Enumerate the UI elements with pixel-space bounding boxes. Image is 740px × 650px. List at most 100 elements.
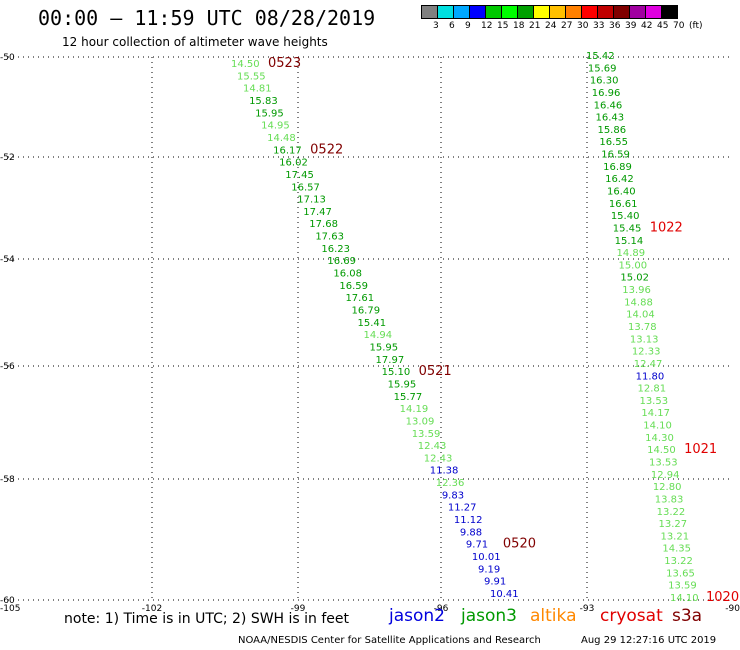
legend-label: 3 xyxy=(433,21,439,31)
wave-height-value: 13.59 xyxy=(668,581,697,592)
wave-height-value: 15.55 xyxy=(237,71,266,82)
wave-height-value: 16.59 xyxy=(601,150,630,161)
wave-height-value: 14.50 xyxy=(647,445,676,456)
map-subtitle: 12 hour collection of altimeter wave hei… xyxy=(62,35,328,49)
wave-height-value: 12.43 xyxy=(418,441,447,452)
wave-height-value: 15.02 xyxy=(620,273,649,284)
color-legend: 3 6 9 12 15 18 21 24 27 30 33 36 39 42 45 70 (ft) xyxy=(421,5,703,31)
wave-height-value: 9.71 xyxy=(466,540,488,551)
wave-height-value: 13.53 xyxy=(649,458,678,469)
wave-height-value: 14.48 xyxy=(267,133,296,144)
wave-height-value: 14.04 xyxy=(626,310,655,321)
wave-height-value: 16.46 xyxy=(594,100,623,111)
wave-height-value: 16.89 xyxy=(603,162,632,173)
x-tick-label: -96 xyxy=(434,604,449,614)
wave-height-value: 13.65 xyxy=(666,568,695,579)
wave-height-value: 11.38 xyxy=(430,466,459,477)
wave-height-value: 12.33 xyxy=(632,347,661,358)
wave-height-value: 14.17 xyxy=(641,408,670,419)
wave-height-value: 16.30 xyxy=(590,76,619,87)
y-tick-label: -58 xyxy=(0,475,15,485)
y-tick-label: -54 xyxy=(0,255,15,265)
wave-height-value: 11.80 xyxy=(636,371,665,382)
wave-height-value: 12.94 xyxy=(651,470,680,481)
wave-height-value: 9.19 xyxy=(478,564,500,575)
legend-label: 24 xyxy=(545,21,557,31)
satellite-name: jason2 xyxy=(389,606,445,626)
credit-text: NOAA/NESDIS Center for Satellite Applica… xyxy=(238,635,541,646)
wave-height-value: 16.69 xyxy=(327,256,356,267)
wave-height-value: 12.81 xyxy=(638,384,667,395)
legend-label: 33 xyxy=(593,21,605,31)
wave-height-value: 16.02 xyxy=(279,158,308,169)
wave-height-value: 16.79 xyxy=(351,306,380,317)
legend-label: 42 xyxy=(641,21,653,31)
legend-label: 18 xyxy=(513,21,525,31)
wave-height-value: 17.13 xyxy=(297,195,326,206)
y-tick-label: -50 xyxy=(0,53,15,63)
wave-height-value: 12.47 xyxy=(634,359,663,370)
x-tick-label: -105 xyxy=(0,604,20,614)
x-tick-label: -93 xyxy=(580,604,595,614)
pass-time-label: 1020 xyxy=(706,590,739,605)
wave-height-value: 17.97 xyxy=(376,355,405,366)
legend-label: 12 xyxy=(481,21,493,31)
legend-swatches xyxy=(421,5,678,19)
legend-label: 21 xyxy=(529,21,541,31)
wave-height-value: 16.43 xyxy=(596,113,625,124)
wave-height-value: 12.80 xyxy=(653,482,682,493)
wave-height-value: 9.83 xyxy=(442,490,464,501)
wave-height-value: 13.53 xyxy=(639,396,668,407)
y-tick-label: -60 xyxy=(0,596,15,606)
wave-height-value: 15.14 xyxy=(615,236,644,247)
pass-time-label: 0521 xyxy=(419,364,452,379)
wave-height-value: 13.78 xyxy=(628,322,657,333)
wave-height-value: 17.47 xyxy=(303,207,332,218)
legend-label: 45 xyxy=(657,21,669,31)
wave-height-value: 14.81 xyxy=(243,84,272,95)
pass-time-label: 0522 xyxy=(310,142,343,157)
wave-height-value: 15.95 xyxy=(388,379,417,390)
wave-height-value: 16.96 xyxy=(592,88,621,99)
wave-height-value: 10.41 xyxy=(490,589,519,600)
wave-height-value: 16.23 xyxy=(321,244,350,255)
wave-height-value: 15.83 xyxy=(249,96,278,107)
satellite-name: altika xyxy=(530,606,577,626)
wave-height-value: 14.95 xyxy=(261,121,290,132)
wave-height-points: 14.5015.5514.8115.8315.9514.9514.4816.17… xyxy=(231,51,699,604)
wave-height-value: 13.22 xyxy=(664,556,693,567)
wave-height-value: 15.00 xyxy=(618,260,647,271)
pass-time-label: 1022 xyxy=(650,220,683,235)
wave-height-value: 15.95 xyxy=(370,342,399,353)
wave-height-value: 14.94 xyxy=(364,330,393,341)
legend-labels: 3 6 9 12 15 18 21 24 27 30 33 36 39 42 45 70 (ft) xyxy=(421,19,703,31)
footer-note: note: 1) Time is in UTC; 2) SWH is in fe… xyxy=(64,611,350,627)
wave-height-value: 14.89 xyxy=(617,248,646,259)
wave-height-value: 14.30 xyxy=(645,433,674,444)
wave-height-value: 13.22 xyxy=(657,507,686,518)
wave-height-value: 16.61 xyxy=(609,199,638,210)
wave-height-value: 16.17 xyxy=(273,145,302,156)
wave-height-value: 15.41 xyxy=(357,318,386,329)
x-tick-label: -102 xyxy=(142,604,162,614)
wave-height-value: 11.27 xyxy=(448,503,477,514)
satellite-name: cryosat xyxy=(600,606,663,626)
wave-height-value: 17.45 xyxy=(285,170,314,181)
x-tick-label: -90 xyxy=(725,604,740,614)
legend-label: 15 xyxy=(497,21,509,31)
legend-label: 30 xyxy=(577,21,589,31)
wave-height-value: 15.77 xyxy=(394,392,423,403)
x-tick-label: -99 xyxy=(291,604,306,614)
map-title: 00:00 – 11:59 UTC 08/28/2019 xyxy=(38,6,376,30)
pass-time-label: 0523 xyxy=(268,56,301,71)
wave-height-value: 15.40 xyxy=(611,211,640,222)
wave-height-value: 17.61 xyxy=(345,293,374,304)
generated-timestamp: Aug 29 12:27:16 UTC 2019 xyxy=(581,635,717,646)
wave-height-value: 9.88 xyxy=(460,527,482,538)
wave-height-value: 15.45 xyxy=(613,223,642,234)
wave-height-value: 14.19 xyxy=(400,404,429,415)
wave-height-value: 16.40 xyxy=(607,187,636,198)
y-tick-label: -56 xyxy=(0,362,15,372)
wave-height-value: 15.95 xyxy=(255,108,284,119)
y-tick-label: -52 xyxy=(0,153,15,163)
